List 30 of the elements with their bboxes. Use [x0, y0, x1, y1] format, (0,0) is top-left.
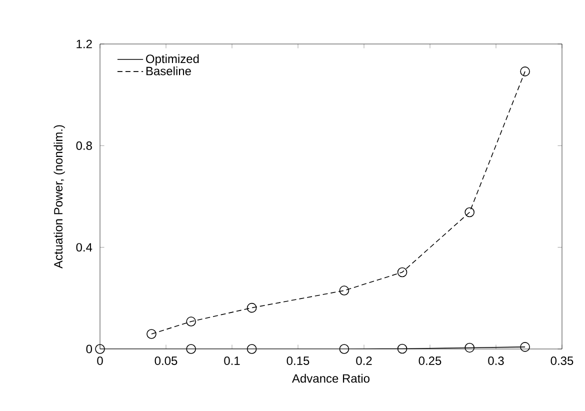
x-tick-label: 0.2 — [356, 356, 372, 366]
point — [95, 344, 105, 354]
point — [520, 342, 530, 352]
point — [339, 286, 350, 296]
x-tick-label: 0.25 — [418, 356, 442, 366]
x-tick-label: 0.15 — [286, 356, 310, 366]
y-tick-label: 0.8 — [76, 141, 92, 150]
point — [397, 344, 408, 354]
point — [186, 344, 196, 354]
point — [246, 344, 257, 354]
x-tick-label: 0.05 — [154, 356, 178, 366]
point — [464, 342, 474, 353]
y-tick-label: 0.4 — [76, 243, 92, 252]
x-tick-label: 0 — [97, 356, 103, 366]
point — [520, 66, 530, 76]
legend-label: Baseline — [146, 66, 191, 76]
y-tick-label: 1.2 — [76, 40, 92, 48]
point — [246, 302, 257, 313]
legend-label: Optimized — [146, 54, 199, 66]
x-axis-title: Advance Ratio — [292, 374, 370, 383]
x-tick-label: 0.1 — [224, 356, 240, 366]
x-tick-label: 0.35 — [550, 356, 574, 366]
x-tick-label: 0.3 — [488, 356, 504, 366]
point — [186, 316, 196, 326]
point — [464, 207, 474, 218]
point — [397, 267, 408, 278]
y-axis-title: Actuation Power, (nondim.) — [54, 125, 65, 269]
y-tick-label: 0 — [86, 344, 92, 354]
point — [339, 344, 350, 354]
point — [146, 329, 156, 339]
